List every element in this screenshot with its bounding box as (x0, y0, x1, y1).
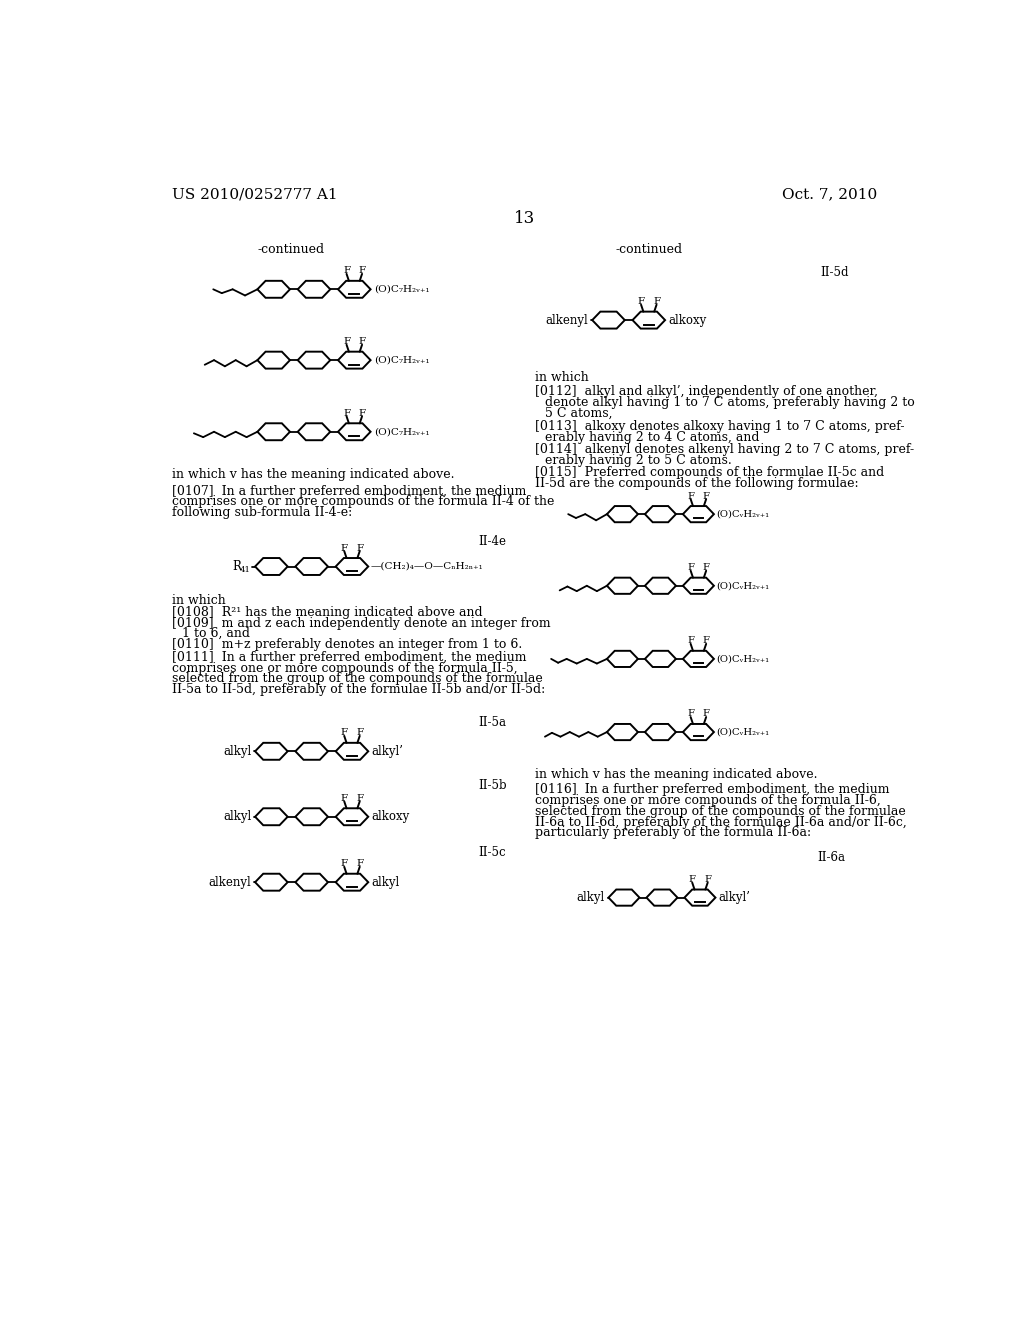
Text: F: F (343, 267, 350, 276)
Text: alkyl: alkyl (223, 744, 251, 758)
Text: F: F (653, 297, 660, 306)
Text: II-5d: II-5d (820, 265, 849, 279)
Text: 1 to 6, and: 1 to 6, and (182, 627, 250, 640)
Text: II-5c: II-5c (478, 846, 506, 859)
Text: [0112]  alkyl and alkyl’, independently of one another,: [0112] alkyl and alkyl’, independently o… (535, 385, 878, 399)
Text: (O)CᵥH₂ᵥ₊₁: (O)CᵥH₂ᵥ₊₁ (716, 510, 769, 519)
Text: F: F (687, 636, 694, 645)
Text: F: F (687, 491, 694, 500)
Text: selected from the group of the compounds of the formulae: selected from the group of the compounds… (535, 805, 905, 818)
Text: in which: in which (535, 371, 589, 384)
Text: erably having 2 to 4 C atoms, and: erably having 2 to 4 C atoms, and (545, 430, 760, 444)
Text: F: F (689, 875, 695, 884)
Text: F: F (356, 793, 364, 803)
Text: F: F (341, 793, 348, 803)
Text: in which: in which (172, 594, 226, 607)
Text: F: F (638, 297, 645, 306)
Text: (O)CᵥH₂ᵥ₊₁: (O)CᵥH₂ᵥ₊₁ (716, 655, 769, 664)
Text: in which v has the meaning indicated above.: in which v has the meaning indicated abo… (535, 768, 817, 781)
Text: following sub-formula II-4-e:: following sub-formula II-4-e: (172, 506, 352, 519)
Text: F: F (356, 859, 364, 869)
Text: (O)C₇H₂ᵥ₊₁: (O)C₇H₂ᵥ₊₁ (374, 355, 429, 364)
Text: alkoxy: alkoxy (669, 314, 707, 326)
Text: alkyl’: alkyl’ (719, 891, 751, 904)
Text: comprises one or more compounds of the formula II-5,: comprises one or more compounds of the f… (172, 661, 518, 675)
Text: denote alkyl having 1 to 7 C atoms, preferably having 2 to: denote alkyl having 1 to 7 C atoms, pref… (545, 396, 914, 409)
Text: F: F (702, 491, 710, 500)
Text: in which v has the meaning indicated above.: in which v has the meaning indicated abo… (172, 467, 455, 480)
Text: II-5a: II-5a (478, 717, 506, 730)
Text: (O)C₇H₂ᵥ₊₁: (O)C₇H₂ᵥ₊₁ (374, 285, 429, 294)
Text: F: F (343, 409, 350, 417)
Text: II-6a: II-6a (818, 851, 846, 865)
Text: F: F (341, 544, 348, 553)
Text: F: F (356, 729, 364, 738)
Text: alkyl: alkyl (223, 810, 251, 824)
Text: F: F (341, 729, 348, 738)
Text: (O)CᵥH₂ᵥ₊₁: (O)CᵥH₂ᵥ₊₁ (716, 581, 769, 590)
Text: alkyl’: alkyl’ (372, 744, 403, 758)
Text: (O)C₇H₂ᵥ₊₁: (O)C₇H₂ᵥ₊₁ (374, 428, 429, 436)
Text: 41: 41 (240, 566, 251, 574)
Text: particularly preferably of the formula II-6a:: particularly preferably of the formula I… (535, 826, 811, 840)
Text: erably having 2 to 5 C atoms.: erably having 2 to 5 C atoms. (545, 454, 732, 467)
Text: [0114]  alkenyl denotes alkenyl having 2 to 7 C atoms, pref-: [0114] alkenyl denotes alkenyl having 2 … (535, 444, 914, 455)
Text: selected from the group of the compounds of the formulae: selected from the group of the compounds… (172, 672, 543, 685)
Text: alkenyl: alkenyl (546, 314, 589, 326)
Text: alkoxy: alkoxy (372, 810, 410, 824)
Text: F: F (702, 636, 710, 645)
Text: [0116]  In a further preferred embodiment, the medium: [0116] In a further preferred embodiment… (535, 783, 890, 796)
Text: [0113]  alkoxy denotes alkoxy having 1 to 7 C atoms, pref-: [0113] alkoxy denotes alkoxy having 1 to… (535, 420, 904, 433)
Text: US 2010/0252777 A1: US 2010/0252777 A1 (172, 187, 338, 202)
Text: R: R (231, 560, 241, 573)
Text: II-4e: II-4e (478, 535, 506, 548)
Text: 5 C atoms,: 5 C atoms, (545, 407, 612, 420)
Text: (O)CᵥH₂ᵥ₊₁: (O)CᵥH₂ᵥ₊₁ (716, 727, 769, 737)
Text: -continued: -continued (615, 243, 682, 256)
Text: comprises one or more compounds of the formula II-4 of the: comprises one or more compounds of the f… (172, 495, 555, 508)
Text: [0108]  R²¹ has the meaning indicated above and: [0108] R²¹ has the meaning indicated abo… (172, 606, 482, 619)
Text: [0110]  m+z preferably denotes an integer from 1 to 6.: [0110] m+z preferably denotes an integer… (172, 638, 522, 651)
Text: II-5a to II-5d, preferably of the formulae II-5b and/or II-5d:: II-5a to II-5d, preferably of the formul… (172, 684, 546, 696)
Text: alkyl: alkyl (577, 891, 604, 904)
Text: alkenyl: alkenyl (209, 875, 251, 888)
Text: F: F (356, 544, 364, 553)
Text: F: F (687, 709, 694, 718)
Text: Oct. 7, 2010: Oct. 7, 2010 (782, 187, 878, 202)
Text: F: F (687, 564, 694, 572)
Text: —(CH₂)₄—O—CₙH₂ₙ₊₁: —(CH₂)₄—O—CₙH₂ₙ₊₁ (371, 562, 483, 572)
Text: [0115]  Preferred compounds of the formulae II-5c and: [0115] Preferred compounds of the formul… (535, 466, 884, 479)
Text: [0111]  In a further preferred embodiment, the medium: [0111] In a further preferred embodiment… (172, 651, 526, 664)
Text: alkyl: alkyl (372, 875, 399, 888)
Text: F: F (705, 875, 712, 884)
Text: [0107]  In a further preferred embodiment, the medium: [0107] In a further preferred embodiment… (172, 484, 526, 498)
Text: F: F (702, 564, 710, 572)
Text: II-6a to II-6d, preferably of the formulae II-6a and/or II-6c,: II-6a to II-6d, preferably of the formul… (535, 816, 906, 829)
Text: F: F (358, 337, 366, 346)
Text: 13: 13 (514, 210, 536, 227)
Text: -continued: -continued (257, 243, 325, 256)
Text: F: F (341, 859, 348, 869)
Text: F: F (343, 337, 350, 346)
Text: [0109]  m and z each independently denote an integer from: [0109] m and z each independently denote… (172, 616, 551, 630)
Text: F: F (358, 409, 366, 417)
Text: F: F (358, 267, 366, 276)
Text: II-5d are the compounds of the following formulae:: II-5d are the compounds of the following… (535, 477, 858, 490)
Text: F: F (702, 709, 710, 718)
Text: comprises one or more compounds of the formula II-6,: comprises one or more compounds of the f… (535, 795, 881, 807)
Text: II-5b: II-5b (478, 779, 507, 792)
